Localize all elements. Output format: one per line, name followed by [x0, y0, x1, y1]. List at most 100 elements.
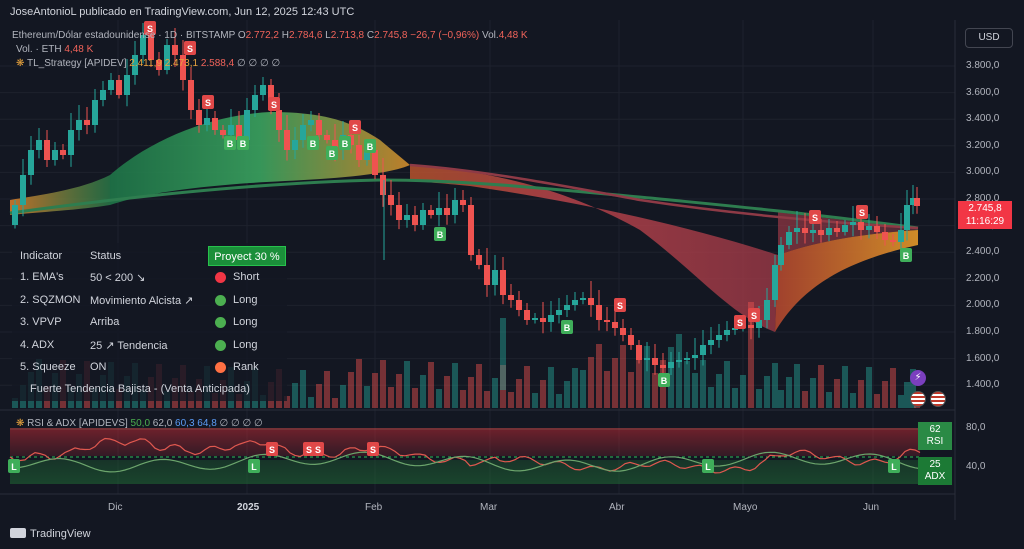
- volume-bar: [708, 387, 714, 408]
- candle-body: [180, 55, 186, 80]
- volume-bar: [676, 334, 682, 408]
- volume-bar: [532, 393, 538, 408]
- candle-body: [620, 328, 626, 335]
- volume-bar: [850, 393, 856, 408]
- time-label: Dic: [108, 502, 123, 513]
- candle-body: [874, 226, 880, 232]
- candle-body: [748, 325, 754, 328]
- candle-body: [236, 125, 242, 140]
- time-label: 2025: [237, 502, 260, 513]
- rsi-legend[interactable]: ❋ RSI & ADX [APIDEVS] 50,0 62,0 60,3 64,…: [16, 418, 263, 429]
- candle-body: [124, 75, 130, 95]
- candle-body: [84, 120, 90, 125]
- candle-body: [778, 245, 784, 265]
- price-tick: 1.400,0: [966, 379, 1000, 391]
- table-row-name: 2. SQZMON: [20, 293, 81, 306]
- volume-bar: [260, 395, 266, 408]
- volume-bar: [284, 396, 290, 408]
- change-value: −26,7 (−0,96%): [410, 30, 480, 41]
- tradingview-logo-icon: [10, 528, 26, 538]
- volume-bar: [508, 392, 514, 408]
- table-row-name: 4. ADX: [20, 338, 55, 351]
- volume-bar: [874, 394, 880, 408]
- candle-body: [12, 205, 18, 225]
- candle-body: [890, 240, 896, 242]
- symbol-name[interactable]: Ethereum/Dólar estadounidense · 1D · BIT…: [12, 30, 236, 41]
- volume-bar: [652, 373, 658, 408]
- candle-body: [756, 320, 762, 328]
- volume-bar: [858, 380, 864, 408]
- candle-body: [428, 210, 434, 215]
- volume-bar: [492, 378, 498, 408]
- current-price-tag: 2.745,8 11:16:29: [958, 201, 1012, 229]
- volume-bar: [476, 364, 482, 408]
- sell-marker: S: [367, 442, 379, 456]
- svg-text:S: S: [737, 318, 743, 328]
- candle-body: [612, 322, 618, 328]
- svg-text:S: S: [187, 44, 193, 54]
- candle-body: [786, 232, 792, 245]
- price-tick: 2.000,0: [966, 299, 1000, 311]
- sell-marker: S: [809, 210, 821, 224]
- table-row-signal: Long: [233, 293, 258, 306]
- us-flag-icon[interactable]: [910, 391, 926, 407]
- candle-body: [716, 335, 722, 340]
- price-tick: 3.800,0: [966, 60, 1000, 71]
- volume-bar: [468, 377, 474, 408]
- volume-legend[interactable]: Vol. · ETH 4,48 K: [16, 44, 94, 55]
- volume-bar: [348, 372, 354, 408]
- time-label: Mayo: [733, 502, 758, 513]
- volume-bar: [460, 390, 466, 408]
- candle-body: [204, 118, 210, 125]
- volume-bar: [356, 359, 362, 408]
- svg-text:S: S: [271, 100, 277, 110]
- table-row-name: 3. VPVP: [20, 316, 62, 328]
- adx-badge: 25 ADX: [918, 457, 952, 485]
- volume-bar: [340, 385, 346, 408]
- candle-body: [914, 198, 920, 206]
- candle-body: [388, 195, 394, 205]
- currency-button[interactable]: USD: [965, 28, 1013, 48]
- strategy-legend[interactable]: ❋ TL_Strategy [APIDEV] 2.411,9 2.473,1 2…: [16, 58, 281, 69]
- footer-brand[interactable]: TradingView: [10, 528, 91, 540]
- candle-body: [228, 125, 234, 135]
- rsi-tick-40: 40,0: [966, 461, 986, 472]
- col-indicator-header: Indicator: [20, 250, 63, 262]
- svg-text:B: B: [310, 139, 317, 149]
- lightning-icon[interactable]: ⚡: [910, 370, 926, 386]
- volume-bar: [548, 367, 554, 408]
- candle-body: [100, 90, 106, 100]
- buy-marker: B: [237, 136, 249, 150]
- table-row-status: ON: [90, 361, 107, 373]
- volume-bar: [580, 370, 586, 408]
- us-flag-icon-2[interactable]: [930, 391, 946, 407]
- svg-text:B: B: [661, 376, 668, 386]
- ribbon-red-wedge: [410, 165, 778, 332]
- svg-text:B: B: [367, 142, 374, 152]
- price-tick: 1.600,0: [966, 352, 1000, 364]
- volume-bar: [364, 386, 370, 408]
- sell-marker: S: [349, 120, 361, 134]
- sell-marker: S: [268, 97, 280, 111]
- volume-bar: [452, 363, 458, 408]
- volume-bar: [636, 359, 642, 408]
- time-label: Jun: [863, 502, 880, 513]
- ema-slow-line: [9, 178, 919, 230]
- volume-bar: [904, 382, 910, 408]
- volume-bar: [372, 373, 378, 408]
- candle-body: [842, 225, 848, 232]
- volume-bar: [436, 389, 442, 408]
- adx-line: [10, 451, 921, 473]
- candle-body: [108, 80, 114, 90]
- candle-body: [628, 335, 634, 345]
- volume-bar: [388, 387, 394, 408]
- candle-body: [476, 255, 482, 265]
- svg-text:B: B: [437, 230, 444, 240]
- volume-bar: [732, 388, 738, 408]
- volume-bar: [834, 379, 840, 408]
- long-marker: L: [888, 459, 900, 473]
- volume-bar: [716, 374, 722, 408]
- candle-body: [188, 80, 194, 110]
